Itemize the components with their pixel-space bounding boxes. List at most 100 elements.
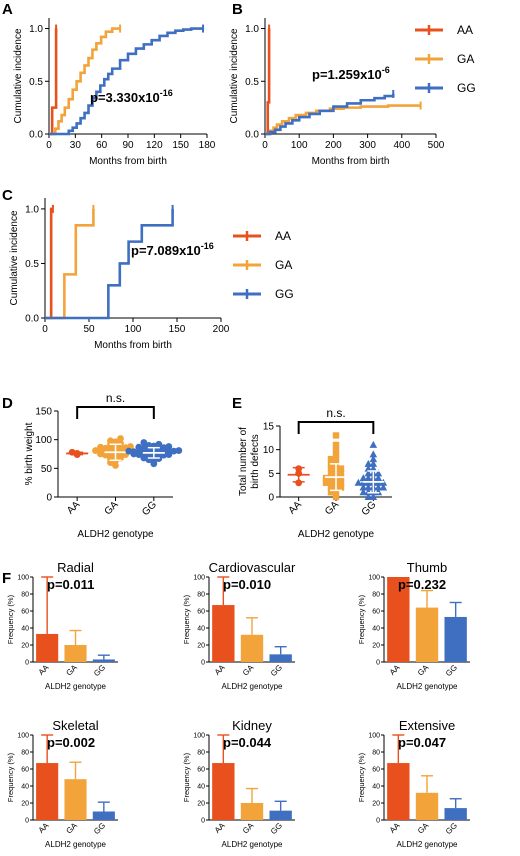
data-point xyxy=(337,484,345,491)
x-tick-label: 90 xyxy=(122,140,134,151)
x-tick-label: GA xyxy=(64,663,79,678)
data-point xyxy=(327,474,335,482)
y-tick-label: 100 xyxy=(17,733,29,740)
series-line-AA xyxy=(49,28,58,136)
data-point xyxy=(364,469,373,477)
data-point xyxy=(130,448,138,456)
y-axis-label: Frequency (%) xyxy=(357,752,366,802)
x-tick-label: AA xyxy=(37,821,51,835)
data-point xyxy=(369,450,378,458)
data-point xyxy=(332,493,340,501)
legend-label-AA: AA xyxy=(275,229,291,243)
p-value-annotation: p=0.232 xyxy=(398,577,446,592)
data-point xyxy=(327,484,335,491)
x-tick-label: GA xyxy=(64,821,79,836)
y-tick-label: 0 xyxy=(46,493,52,504)
y-tick-label: 0.5 xyxy=(29,77,43,88)
data-point xyxy=(327,465,335,472)
panel-F1: 0 20 40 60 80 100 AA GA GG ALDH2 genotype Frequenc… xyxy=(6,560,118,691)
x-tick-label: GA xyxy=(416,663,431,678)
bar-AA xyxy=(36,633,59,662)
chart-title: Cardiovascular xyxy=(209,560,296,575)
x-tick-label: AA xyxy=(213,663,227,677)
p-value-exponent: -6 xyxy=(382,65,390,75)
x-tick-label: 100 xyxy=(291,140,308,151)
y-tick-label: 100 xyxy=(368,733,380,740)
x-tick-label: GA xyxy=(323,499,341,517)
bar-GA xyxy=(240,803,264,820)
data-point xyxy=(332,455,340,463)
y-tick-label: 5 xyxy=(268,469,274,480)
p-value-annotation: p=7.089x10-16 xyxy=(131,241,214,258)
p-value-exponent: -16 xyxy=(160,88,173,98)
significance-bracket xyxy=(76,406,155,419)
panel-letter-A: A xyxy=(2,1,13,18)
p-value-exponent: -16 xyxy=(201,241,214,251)
x-tick-label: GA xyxy=(416,821,431,836)
p-value-annotation: p=0.047 xyxy=(398,735,446,750)
y-tick-label: 0.0 xyxy=(29,130,43,141)
data-point xyxy=(359,483,368,491)
x-axis-label: ALDH2 genotype xyxy=(45,840,106,849)
x-tick-label: 150 xyxy=(172,140,189,151)
chart-title: Radial xyxy=(57,560,94,575)
data-point xyxy=(327,479,335,486)
data-point xyxy=(369,493,378,500)
data-point xyxy=(332,432,340,439)
x-tick-label: AA xyxy=(287,499,304,516)
x-tick-label: 0 xyxy=(42,324,48,335)
y-tick-label: 100 xyxy=(17,575,29,582)
x-tick-label: AA xyxy=(213,821,227,835)
bar-AA xyxy=(212,763,235,820)
x-tick-label: 0 xyxy=(262,140,268,151)
data-point xyxy=(125,447,133,455)
data-point xyxy=(337,479,345,486)
data-point xyxy=(332,451,340,458)
x-axis-label: Months from birth xyxy=(89,156,167,167)
bar-GG xyxy=(92,659,115,662)
data-point xyxy=(369,455,378,463)
y-tick-label: 15 xyxy=(263,422,275,433)
y-tick-label: 20 xyxy=(197,801,205,808)
x-tick-label: GG xyxy=(360,499,379,518)
p-value-annotation: p=0.010 xyxy=(223,577,271,592)
y-tick-label: 20 xyxy=(21,643,29,650)
x-tick-label: 100 xyxy=(125,324,142,335)
panel-letter-C: C xyxy=(2,187,13,204)
x-tick-label: 180 xyxy=(199,140,216,151)
data-point xyxy=(107,437,114,445)
significance-bracket xyxy=(297,421,375,434)
y-tick-label: 0 xyxy=(268,493,274,504)
y-tick-label: 20 xyxy=(197,643,205,650)
bar-AA xyxy=(36,763,59,820)
data-point xyxy=(374,483,383,491)
data-point xyxy=(140,439,148,446)
legend: AA GA GG xyxy=(415,23,476,95)
data-point xyxy=(337,470,345,477)
significance-label: n.s. xyxy=(326,406,345,420)
x-axis-label: ALDH2 genotype xyxy=(222,840,283,849)
y-tick-label: 80 xyxy=(372,592,380,599)
y-tick-label: 60 xyxy=(197,767,205,774)
data-point xyxy=(332,489,340,496)
y-tick-label: 40 xyxy=(372,784,380,791)
x-axis-label: ALDH2 genotype xyxy=(222,682,283,691)
data-point xyxy=(332,441,340,449)
p-value-annotation: p=0.044 xyxy=(223,735,272,750)
bar-AA xyxy=(387,763,410,820)
legend-label-GA: GA xyxy=(275,258,292,272)
data-point xyxy=(337,465,345,472)
x-tick-label: 60 xyxy=(96,140,108,151)
x-tick-label: GG xyxy=(92,663,107,678)
panel-E: 0 5 10 15 AA GA GG ALDH2 genotype Total number o… xyxy=(238,406,392,540)
bar-GA xyxy=(415,792,439,820)
panel-letter-B: B xyxy=(232,1,243,18)
y-tick-label: 100 xyxy=(193,733,205,740)
bar-GG xyxy=(92,811,115,820)
bar-GG xyxy=(444,808,467,820)
panel-letter-E: E xyxy=(232,395,242,412)
chart-title: Skeletal xyxy=(52,718,98,733)
data-point xyxy=(359,474,368,482)
data-point xyxy=(97,443,104,451)
y-tick-label: 20 xyxy=(372,801,380,808)
